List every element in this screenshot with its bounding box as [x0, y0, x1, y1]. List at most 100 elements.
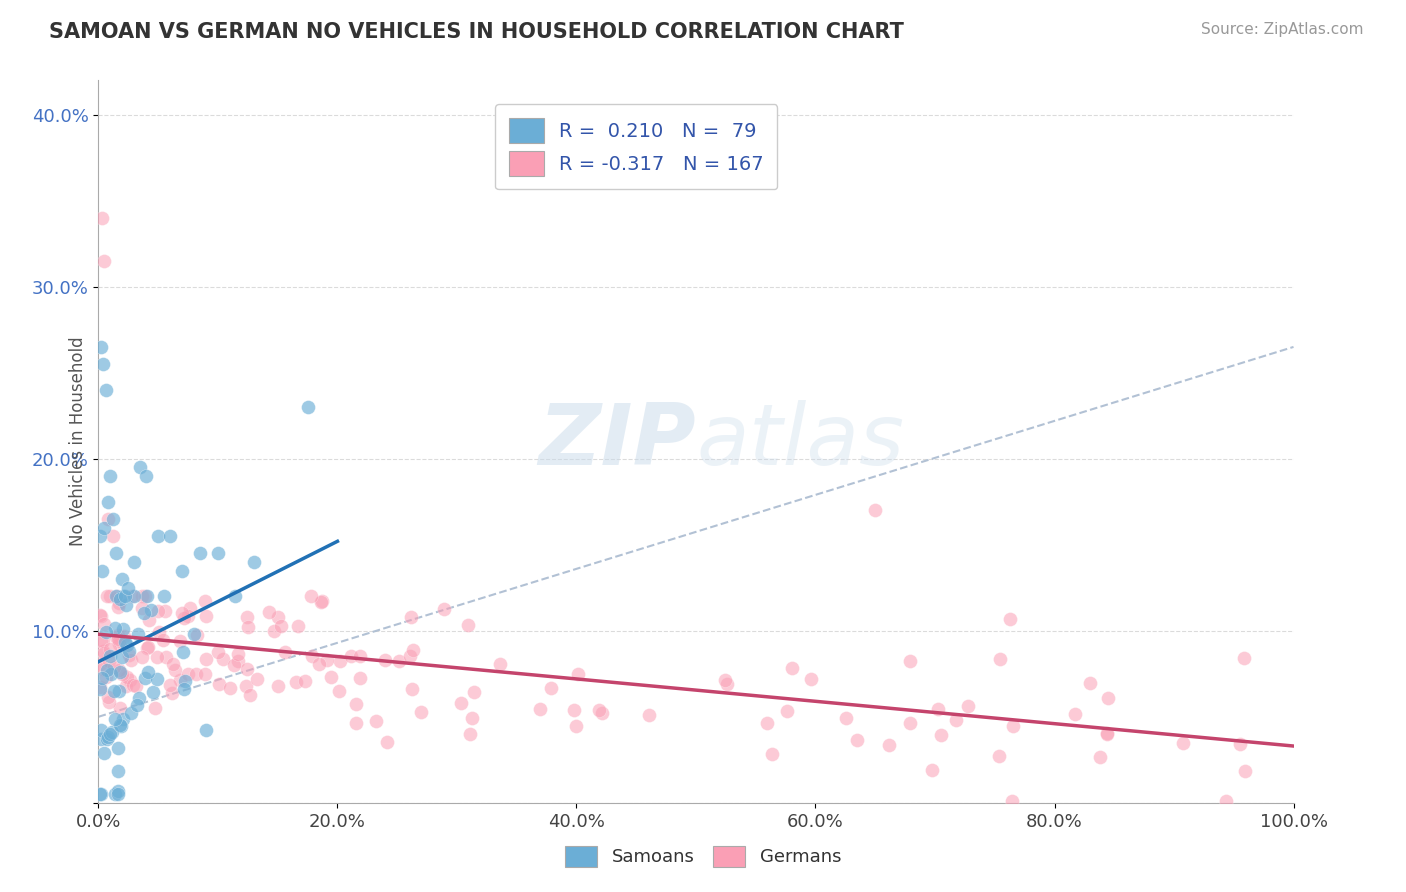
Point — [311, 594, 333, 608]
Point — [173, 682, 195, 697]
Point — [107, 741, 129, 756]
Point — [118, 643, 141, 657]
Point — [91, 662, 114, 676]
Point — [111, 650, 134, 665]
Point — [101, 725, 124, 739]
Point — [638, 707, 661, 722]
Point — [344, 697, 367, 711]
Point — [1233, 650, 1256, 665]
Point — [172, 564, 194, 578]
Point — [114, 635, 136, 649]
Point — [236, 609, 259, 624]
Point — [287, 619, 309, 633]
Point — [388, 654, 411, 668]
Point — [107, 596, 129, 610]
Point — [98, 654, 121, 668]
Point — [89, 680, 111, 694]
Point — [212, 652, 235, 666]
Point — [125, 698, 148, 713]
Point — [132, 606, 155, 620]
Point — [177, 608, 200, 623]
Point — [294, 673, 316, 688]
Point — [263, 624, 285, 638]
Point — [108, 684, 131, 698]
Point — [591, 706, 613, 720]
Point — [1064, 706, 1087, 721]
Point — [135, 590, 157, 604]
Point — [299, 590, 322, 604]
Point — [987, 749, 1010, 764]
Point — [1215, 794, 1237, 808]
Point — [162, 657, 184, 671]
Point — [349, 648, 371, 663]
Point — [457, 618, 479, 632]
Point — [319, 669, 342, 683]
Point — [186, 667, 208, 681]
Point — [194, 666, 217, 681]
Point — [988, 652, 1011, 666]
Point — [401, 642, 423, 657]
Point — [540, 681, 562, 695]
Point — [145, 650, 167, 665]
Point — [118, 648, 141, 662]
Point — [93, 634, 115, 648]
Point — [195, 608, 218, 623]
Legend: Samoans, Germans: Samoans, Germans — [558, 838, 848, 874]
Point — [186, 628, 208, 642]
Point — [148, 624, 170, 639]
Point — [124, 555, 146, 569]
Point — [93, 253, 115, 268]
Point — [529, 701, 551, 715]
Point — [90, 340, 112, 354]
Point — [125, 680, 148, 694]
Point — [344, 716, 367, 731]
Point — [115, 679, 138, 693]
Point — [183, 627, 205, 641]
Point — [927, 702, 949, 716]
Point — [98, 469, 122, 483]
Point — [274, 645, 297, 659]
Point — [956, 699, 979, 714]
Point — [226, 654, 249, 668]
Point — [89, 529, 111, 543]
Point — [207, 645, 229, 659]
Point — [129, 460, 152, 475]
Point — [108, 592, 131, 607]
Point — [865, 503, 887, 517]
Text: Source: ZipAtlas.com: Source: ZipAtlas.com — [1201, 22, 1364, 37]
Point — [91, 211, 114, 225]
Point — [297, 400, 319, 414]
Point — [224, 590, 246, 604]
Point — [104, 712, 127, 726]
Point — [776, 704, 799, 718]
Point — [134, 590, 156, 604]
Point — [115, 670, 138, 684]
Text: atlas: atlas — [696, 400, 904, 483]
Point — [148, 529, 170, 543]
Point — [112, 590, 135, 604]
Point — [107, 637, 129, 651]
Point — [1229, 737, 1251, 751]
Point — [224, 658, 246, 673]
Point — [401, 681, 423, 696]
Point — [112, 629, 135, 643]
Point — [1001, 719, 1024, 733]
Point — [89, 682, 111, 697]
Point — [98, 590, 121, 604]
Point — [142, 685, 165, 699]
Point — [134, 672, 156, 686]
Point — [193, 594, 215, 608]
Point — [104, 621, 127, 635]
Point — [898, 654, 921, 668]
Point — [104, 590, 127, 604]
Point — [105, 630, 128, 644]
Point — [877, 739, 900, 753]
Point — [111, 572, 134, 586]
Point — [567, 666, 589, 681]
Point — [97, 512, 120, 526]
Point — [145, 701, 167, 715]
Point — [159, 678, 181, 692]
Point — [169, 634, 191, 648]
Point — [159, 529, 181, 543]
Point — [96, 664, 118, 678]
